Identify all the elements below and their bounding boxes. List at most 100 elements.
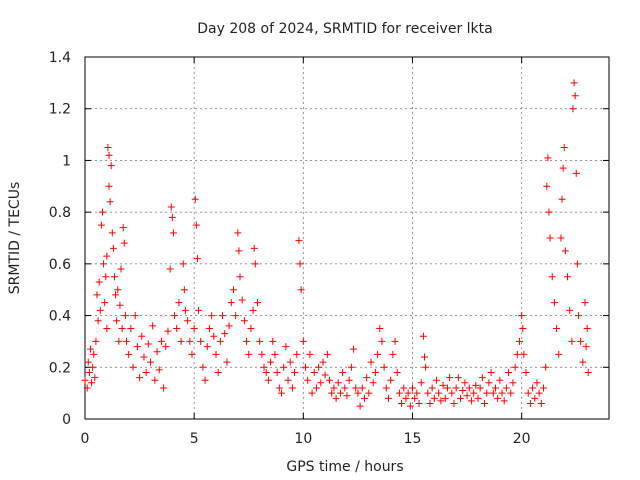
data-point	[155, 366, 163, 374]
data-point	[210, 332, 218, 340]
data-point	[127, 325, 135, 332]
data-point	[262, 368, 270, 376]
data-point	[439, 381, 447, 389]
data-point	[312, 384, 320, 392]
data-point	[395, 389, 403, 397]
data-point	[221, 330, 229, 338]
y-tick-label: 1.4	[49, 50, 71, 66]
data-point	[225, 322, 233, 330]
data-point	[108, 229, 116, 237]
data-point	[343, 392, 351, 400]
data-point	[164, 327, 172, 335]
data-point	[572, 169, 580, 177]
data-point	[336, 389, 344, 397]
data-point	[97, 221, 105, 229]
data-point	[232, 312, 240, 320]
data-point	[295, 237, 303, 245]
data-point	[376, 325, 384, 332]
data-point	[339, 368, 347, 376]
data-point	[422, 363, 430, 371]
data-point	[558, 195, 566, 203]
data-point	[323, 350, 331, 358]
data-point	[169, 229, 177, 237]
data-point	[140, 353, 148, 361]
data-point	[212, 350, 220, 358]
data-point	[450, 399, 458, 407]
data-point	[284, 376, 292, 384]
data-point	[193, 255, 201, 263]
data-point	[435, 389, 443, 397]
data-point	[463, 392, 471, 400]
data-point	[95, 278, 103, 286]
data-point	[144, 340, 152, 348]
data-point	[149, 322, 157, 330]
x-tick-label: 10	[294, 431, 312, 447]
data-point	[249, 306, 257, 314]
data-point	[406, 402, 414, 410]
data-point	[106, 198, 114, 206]
data-point	[502, 384, 510, 392]
data-point	[101, 299, 109, 307]
data-point	[91, 374, 99, 382]
data-point	[367, 358, 375, 366]
data-point	[415, 399, 423, 407]
data-point	[121, 312, 129, 320]
data-point	[519, 325, 527, 332]
data-point	[400, 384, 408, 392]
data-point	[214, 368, 222, 376]
data-point	[582, 343, 590, 351]
data-point	[389, 350, 397, 358]
data-point	[574, 312, 582, 320]
data-point	[171, 312, 179, 320]
data-point	[190, 325, 198, 332]
data-point	[553, 325, 561, 332]
data-point	[142, 368, 150, 376]
data-point	[352, 384, 360, 392]
data-point	[570, 79, 578, 87]
data-point	[550, 299, 558, 307]
data-point	[275, 384, 283, 392]
data-point	[85, 368, 93, 376]
axis-ticks: 0 5 10 15 20 0 0.2 0.4 0.6 0.8 1 1.2 1.4	[49, 50, 609, 447]
data-point	[291, 368, 299, 376]
x-tick-label: 0	[81, 431, 90, 447]
data-point	[509, 379, 517, 387]
data-point	[540, 384, 547, 392]
data-point	[90, 350, 98, 358]
data-point	[561, 247, 569, 255]
data-point	[522, 368, 530, 376]
data-point	[472, 381, 480, 389]
data-point	[459, 387, 467, 395]
data-point	[378, 337, 386, 345]
data-point	[542, 363, 550, 371]
data-point	[117, 265, 125, 273]
data-point	[537, 399, 545, 407]
data-point	[138, 332, 146, 340]
data-point	[115, 337, 123, 345]
data-point	[321, 371, 329, 379]
data-point	[195, 306, 203, 314]
data-point	[116, 301, 124, 309]
data-point	[584, 368, 592, 376]
data-point	[119, 224, 127, 232]
data-point	[240, 317, 248, 325]
data-point	[529, 384, 537, 392]
data-point	[330, 384, 338, 392]
data-point	[315, 363, 323, 371]
y-tick-label: 0.6	[49, 257, 71, 273]
data-point	[560, 144, 568, 151]
data-point	[424, 389, 432, 397]
data-point	[461, 379, 469, 387]
x-tick-label: 15	[404, 431, 422, 447]
data-point	[199, 363, 207, 371]
data-point	[577, 337, 585, 345]
data-point	[103, 325, 111, 332]
data-point	[293, 350, 301, 358]
y-tick-label: 0.4	[49, 309, 71, 325]
data-point	[533, 379, 541, 387]
data-point	[192, 221, 200, 229]
x-tick-label: 5	[190, 431, 199, 447]
data-point	[350, 345, 358, 353]
data-point	[264, 376, 272, 384]
data-point	[184, 317, 192, 325]
